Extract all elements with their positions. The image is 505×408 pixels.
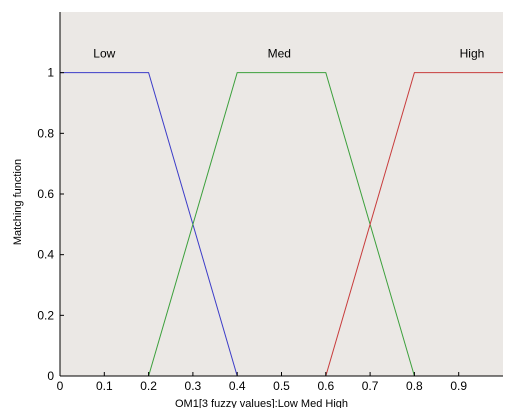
x-tick-label: 0.3	[185, 379, 202, 393]
x-axis-title: OM1[3 fuzzy values]:Low Med High	[175, 398, 348, 408]
y-axis-title: Matching function	[12, 159, 24, 245]
y-tick-label: 0	[47, 369, 54, 383]
mf-label-low: Low	[93, 47, 115, 61]
y-tick-label: 1	[47, 66, 54, 80]
x-tick-label: 0.1	[96, 379, 113, 393]
x-tick-label: 0.7	[362, 379, 379, 393]
y-tick-label: 0.2	[37, 308, 54, 322]
y-tick-label: 0.8	[37, 126, 54, 140]
x-tick-label: 0.5	[273, 379, 290, 393]
x-tick-label: 0	[57, 379, 64, 393]
mf-label-high: High	[460, 47, 485, 61]
y-tick-label: 0.4	[37, 248, 54, 262]
x-tick-label: 0.4	[229, 379, 246, 393]
axis-layer: 0 0.1 0.2 0.3 0.4 0.5 0.6 0.7 0.8 0.9 0 0.2 0.4 0.6 0.…	[37, 12, 503, 393]
x-tick-label: 0.6	[317, 379, 334, 393]
x-tick-label: 0.8	[406, 379, 423, 393]
x-tick-label: 0.2	[140, 379, 157, 393]
mf-label-med: Med	[268, 47, 291, 61]
x-tick-label: 0.9	[450, 379, 467, 393]
plot-background	[60, 12, 503, 376]
label-layer: Low Med High	[93, 47, 484, 61]
y-tick-label: 0.6	[37, 187, 54, 201]
